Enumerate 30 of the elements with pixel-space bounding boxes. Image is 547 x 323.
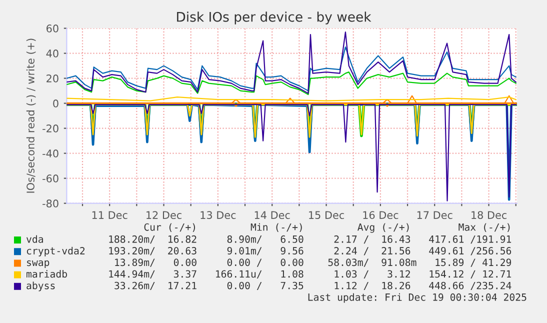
y-tick-label: -60 <box>42 174 58 182</box>
y-tick-label: 20 <box>46 74 58 82</box>
y-tick-label: 60 <box>46 24 58 32</box>
x-tick-label: 17 Dec <box>417 211 452 219</box>
text: Cur (-/+) Min (-/+) Avg (-/+) Max (-/+) <box>144 223 510 233</box>
text: 144.94m/ 3.37 166.11u/ 1.08 1.03 / 3.12 154.12 / 12.71 <box>109 270 512 278</box>
legend-label: mariadb <box>26 270 67 278</box>
x-tick-label: 13 Dec <box>200 211 236 219</box>
legend-label: swap <box>27 260 50 268</box>
text: 33.26m/ 17.21 0.00 / 7.35 1.12 / 18.26 448.66 /235.24 <box>114 282 512 290</box>
y-tick-label: 0 <box>53 100 58 108</box>
text: Last update: Fri Dec 19 00:30:04 2025 <box>308 293 526 303</box>
chart-title: Disk IOs per device - by week <box>177 12 372 24</box>
text: 13.89m/ 0.00 0.00 / 0.00 58.03m/ 91.08m 15.89 / 41.29 <box>115 258 512 267</box>
text: 193.20m/ 20.63 9.01m/ 9.56 2.24 / 21.56 449.61 /256.56 <box>109 247 512 256</box>
y-tick-label: -80 <box>42 200 58 208</box>
y-tick-label: -20 <box>42 124 58 132</box>
x-tick-label: 16 Dec <box>363 211 398 219</box>
x-tick-label: 11 Dec <box>92 211 128 219</box>
x-tick-label: 12 Dec <box>146 211 182 219</box>
y-axis-title: IOs/second read (-) / write (+) <box>26 38 36 193</box>
y-tick-label: 40 <box>46 50 58 58</box>
legend-label: crypt-vda2 <box>26 246 85 256</box>
legend-label: abyss <box>26 282 55 292</box>
x-tick-label: 15 Dec <box>309 211 344 219</box>
y-tick-label: -40 <box>42 150 58 158</box>
x-tick-label: 18 Dec <box>472 211 506 219</box>
legend-label: vda <box>26 235 43 243</box>
text: 188.20m/ 16.82 8.90m/ 6.50 2.17 / 16.43 417.61 /191.91 <box>109 235 512 244</box>
x-tick-label: 14 Dec <box>254 211 290 219</box>
